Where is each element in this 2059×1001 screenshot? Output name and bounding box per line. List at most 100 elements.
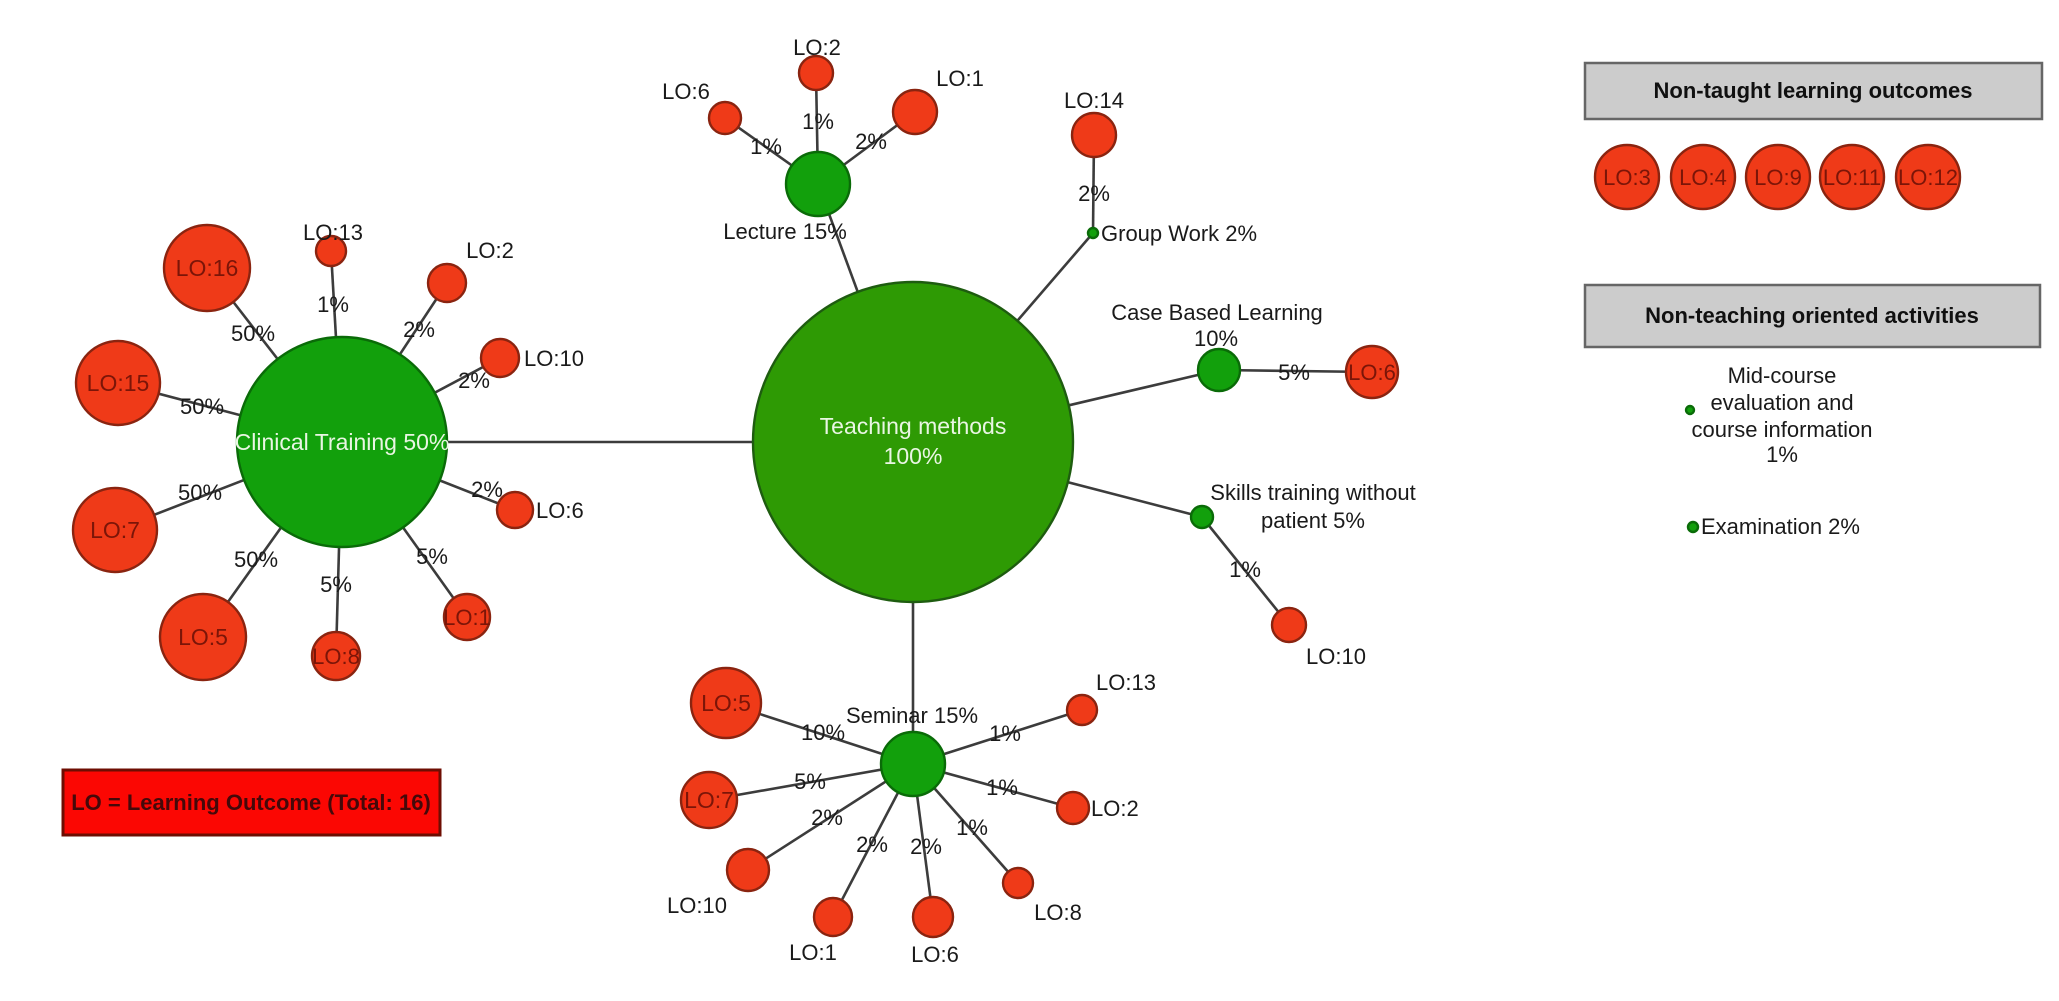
edge-label-clinical-training-clinical-lo2: 2% — [403, 317, 435, 342]
node-seminar-lo8 — [1001, 866, 1035, 900]
teaching-methods-label-line2: 100% — [884, 443, 943, 469]
node-nontaught-lo12 — [1894, 143, 1962, 211]
edge-label-clinical-training-clinical-lo10: 2% — [458, 368, 490, 393]
node-nontaught-lo9 — [1744, 143, 1812, 211]
edge-label-lecture-lecture-lo6: 1% — [750, 134, 782, 159]
edge-label-case-based-learning-cbl-lo6: 5% — [1278, 360, 1310, 385]
seminar-label: Seminar 15% — [846, 703, 978, 728]
node-seminar-lo7 — [679, 770, 739, 830]
cbl-label-line1: Case Based Learning — [1111, 300, 1323, 325]
label-lo1-seminar: LO:1 — [789, 940, 837, 965]
edge-label-lecture-lecture-lo1: 2% — [855, 129, 887, 154]
node-nontaught-lo11 — [1818, 143, 1886, 211]
node-clinical-training — [235, 335, 449, 549]
lecture-label: Lecture 15% — [723, 219, 847, 244]
group-work-label: Group Work 2% — [1101, 221, 1257, 246]
edge-label-clinical-training-clinical-lo16: 50% — [231, 321, 275, 346]
examination-label: Examination 2% — [1701, 514, 1860, 539]
node-seminar-lo1 — [812, 896, 854, 938]
label-lo4-nontaught: LO:4 — [1679, 165, 1727, 190]
label-lo10-seminar: LO:10 — [667, 893, 727, 918]
label-lo2-seminar: LO:2 — [1091, 796, 1139, 821]
label-lo11-nontaught: LO:11 — [1823, 165, 1881, 190]
node-nontaught-lo3 — [1593, 143, 1661, 211]
node-clinical-lo13 — [314, 234, 348, 268]
label-lo14-groupwork: LO:14 — [1064, 88, 1124, 113]
label-lo1-lecture: LO:1 — [936, 66, 984, 91]
node-teaching-methods — [751, 280, 1075, 604]
label-lo10-skills: LO:10 — [1306, 644, 1366, 669]
label-lo1-clinical: LO:1 — [443, 605, 491, 630]
edge-label-lecture-lecture-lo2: 1% — [802, 109, 834, 134]
label-lo6-seminar: LO:6 — [911, 942, 959, 967]
midcourse-label-line3: course information — [1692, 417, 1873, 442]
edge-label-seminar-seminar-lo7: 5% — [794, 769, 826, 794]
panels-layer: Non-taught learning outcomes Non-teaching… — [61, 61, 2044, 837]
edge-label-group-work-groupwork-lo14: 2% — [1078, 181, 1110, 206]
node-clinical-lo16 — [162, 223, 252, 313]
node-examination-dot — [1686, 520, 1700, 534]
edge-label-clinical-training-clinical-lo13: 1% — [317, 292, 349, 317]
edge-label-skills-training-skills-lo10: 1% — [1229, 557, 1261, 582]
edge-label-seminar-seminar-lo1: 2% — [856, 832, 888, 857]
node-group-work — [1086, 226, 1100, 240]
edge-label-seminar-seminar-lo10: 2% — [811, 805, 843, 830]
node-clinical-lo8 — [310, 630, 362, 682]
skills-label-line2: patient 5% — [1261, 508, 1365, 533]
label-lo5-clinical: LO:5 — [178, 624, 228, 650]
label-lo15-clinical: LO:15 — [87, 370, 150, 396]
midcourse-label-line2: evaluation and — [1710, 390, 1853, 415]
cbl-label-line2: 10% — [1194, 326, 1238, 351]
non-taught-panel-box — [1583, 61, 2044, 121]
node-clinical-lo6 — [495, 490, 535, 530]
label-lo10-clinical: LO:10 — [524, 346, 584, 371]
midcourse-label-line1: Mid-course — [1728, 363, 1837, 388]
edge-label-clinical-training-clinical-lo6: 2% — [471, 477, 503, 502]
edge-skills-training-skills-lo10 — [1200, 516, 1291, 626]
node-clinical-lo7 — [71, 486, 159, 574]
node-groupwork-lo14 — [1070, 111, 1118, 159]
edge-seminar-seminar-lo7 — [708, 762, 914, 802]
edge-label-clinical-training-clinical-lo7: 50% — [178, 480, 222, 505]
label-lo12-nontaught: LO:12 — [1898, 165, 1958, 190]
label-lo6-cbl: LO:6 — [1348, 360, 1396, 385]
label-lo8-clinical: LO:8 — [312, 644, 360, 669]
midcourse-label-line4: 1% — [1766, 442, 1798, 467]
node-midcourse-dot — [1684, 404, 1696, 416]
labels-layer: 50% 1% 2% 2% 2% 5% 5% 50% 50% 50% 1% 1% 2% 2% 5% 1% 10% 5… — [87, 35, 1958, 967]
node-seminar-lo10 — [725, 847, 771, 893]
label-lo6-lecture: LO:6 — [662, 79, 710, 104]
node-seminar-lo5 — [689, 666, 763, 740]
label-lo16-clinical: LO:16 — [176, 255, 239, 281]
edge-label-seminar-seminar-lo6: 2% — [910, 834, 942, 859]
skills-label-line1: Skills training without — [1210, 480, 1415, 505]
legend-box — [61, 768, 442, 837]
node-clinical-lo2 — [426, 262, 468, 304]
edge-label-seminar-seminar-lo13: 1% — [989, 721, 1021, 746]
label-lo2-lecture: LO:2 — [793, 35, 841, 60]
label-lo6-clinical: LO:6 — [536, 498, 584, 523]
label-lo7-seminar: LO:7 — [684, 787, 734, 813]
label-lo7-clinical: LO:7 — [90, 517, 140, 543]
node-seminar — [879, 730, 947, 798]
edge-label-seminar-seminar-lo5: 10% — [801, 720, 845, 745]
node-lecture — [784, 150, 852, 218]
edge-label-clinical-training-clinical-lo5: 50% — [234, 547, 278, 572]
node-nontaught-lo4 — [1669, 143, 1737, 211]
node-seminar-lo13 — [1065, 693, 1099, 727]
label-lo13-seminar: LO:13 — [1096, 670, 1156, 695]
node-lecture-lo1 — [891, 88, 939, 136]
node-clinical-lo1 — [442, 592, 492, 642]
edge-label-clinical-training-clinical-lo1: 5% — [416, 544, 448, 569]
edge-label-seminar-seminar-lo2: 1% — [986, 775, 1018, 800]
label-lo9-nontaught: LO:9 — [1754, 165, 1802, 190]
node-clinical-lo15 — [74, 339, 162, 427]
legend-label: LO = Learning Outcome (Total: 16) — [71, 790, 431, 815]
node-lecture-lo6 — [707, 100, 743, 136]
teaching-methods-label-line1: Teaching methods — [820, 413, 1007, 439]
label-lo2-clinical: LO:2 — [466, 238, 514, 263]
node-seminar-lo2 — [1055, 790, 1091, 826]
label-lo8-seminar: LO:8 — [1034, 900, 1082, 925]
